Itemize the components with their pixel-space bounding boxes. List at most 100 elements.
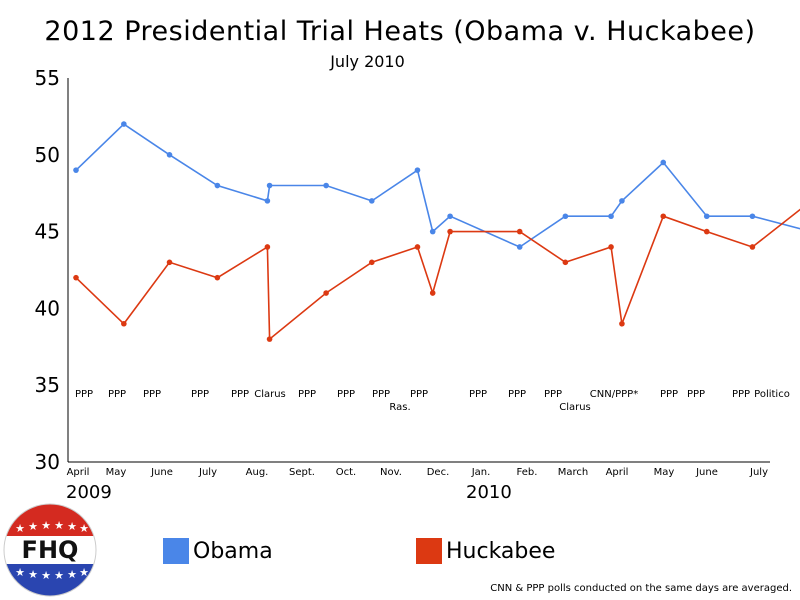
- data-point-huckabee: [166, 259, 173, 266]
- data-point-huckabee: [266, 336, 273, 342]
- svg-text:★: ★: [15, 522, 25, 535]
- x-tick-label: April: [606, 467, 629, 478]
- svg-text:★: ★: [28, 520, 38, 533]
- x-tick-label: Dec.: [427, 467, 450, 478]
- x-tick-label: Nov.: [380, 467, 402, 478]
- x-tick-label: Feb.: [517, 467, 538, 478]
- data-point-obama: [323, 182, 329, 189]
- svg-text:★: ★: [54, 519, 64, 532]
- data-point-obama: [660, 159, 667, 166]
- svg-text:★: ★: [41, 569, 51, 582]
- poll-label: PPP: [231, 389, 249, 400]
- poll-label: PPP: [508, 389, 526, 400]
- y-tick-labels: 30 35 40 45 50 55: [35, 66, 60, 474]
- data-point-obama: [369, 198, 375, 204]
- y-tick-label: 45: [35, 220, 60, 244]
- y-tick-label: 50: [35, 143, 60, 167]
- svg-text:★: ★: [28, 568, 38, 581]
- poll-label: PPP: [732, 389, 750, 400]
- data-point-huckabee: [516, 228, 523, 235]
- data-point-obama: [264, 198, 271, 204]
- x-tick-label: June: [150, 467, 173, 478]
- data-point-obama: [619, 198, 625, 204]
- series-group: [73, 121, 800, 342]
- svg-text:★: ★: [67, 568, 77, 581]
- x-tick-label: Jan.: [471, 467, 491, 478]
- fhq-logo: ★ ★ ★ ★ ★ ★ ★ ★ ★ ★ ★ ★ FHQ: [3, 503, 97, 597]
- svg-text:★: ★: [15, 566, 25, 579]
- data-point-huckabee: [703, 228, 710, 235]
- legend: Obama Huckabee: [0, 538, 800, 568]
- y-tick-label: 35: [35, 373, 60, 397]
- data-point-obama: [516, 244, 523, 250]
- poll-label: Politico: [754, 389, 790, 400]
- x-tick-label: June: [695, 467, 718, 478]
- poll-label: PPP: [143, 389, 161, 400]
- chart-title: 2012 Presidential Trial Heats (Obama v. …: [44, 16, 756, 47]
- legend-item-obama: Obama: [163, 538, 273, 564]
- year-label: 2009: [66, 482, 112, 503]
- x-tick-label: Oct.: [336, 467, 356, 478]
- svg-text:★: ★: [79, 566, 89, 579]
- legend-item-huckabee: Huckabee: [416, 538, 555, 564]
- poll-label: Ras.: [389, 402, 410, 413]
- poll-label: Clarus: [254, 389, 286, 400]
- data-point-huckabee: [121, 320, 127, 327]
- x-tick-label: March: [558, 467, 588, 478]
- poll-label: PPP: [410, 389, 428, 400]
- x-tick-labels: April May June July Aug. Sept. Oct. Nov. Dec. Jan…: [66, 467, 768, 503]
- poll-label: PPP: [191, 389, 209, 400]
- line-chart: 30 35 40 45 50 55 April May June July Aug. Sept. Oc…: [35, 66, 800, 503]
- data-point-huckabee: [619, 320, 625, 327]
- data-point-huckabee: [73, 274, 79, 281]
- poll-label: PPP: [337, 389, 355, 400]
- data-point-obama: [121, 121, 127, 127]
- legend-label-huckabee: Huckabee: [446, 538, 556, 564]
- year-label: 2010: [466, 482, 512, 503]
- poll-label: Clarus: [559, 402, 591, 413]
- data-point-huckabee: [562, 259, 569, 266]
- data-point-obama: [429, 228, 436, 235]
- legend-label-obama: Obama: [193, 538, 273, 564]
- svg-text:★: ★: [54, 569, 64, 582]
- series-line-huckabee: [75, 208, 800, 341]
- svg-text:★: ★: [79, 522, 89, 535]
- legend-swatch-obama: [163, 538, 189, 564]
- poll-label: PPP: [298, 389, 316, 400]
- data-point-obama: [703, 213, 710, 220]
- data-point-huckabee: [660, 213, 667, 220]
- poll-label: PPP: [108, 389, 126, 400]
- x-tick-label: April: [67, 467, 90, 478]
- data-point-obama: [73, 167, 79, 173]
- data-point-obama: [749, 213, 756, 220]
- poll-label: CNN/PPP*: [590, 389, 638, 400]
- logo-text: FHQ: [22, 536, 79, 564]
- poll-label: PPP: [372, 389, 390, 400]
- data-point-huckabee: [414, 244, 421, 250]
- data-point-obama: [166, 152, 173, 158]
- x-tick-label: May: [654, 467, 675, 478]
- x-tick-label: July: [749, 467, 768, 478]
- poll-label: PPP: [687, 389, 705, 400]
- x-tick-label: Sept.: [289, 467, 315, 478]
- data-point-huckabee: [323, 290, 329, 296]
- series-line-obama: [75, 123, 800, 248]
- poll-label: PPP: [544, 389, 562, 400]
- svg-text:★: ★: [41, 519, 51, 532]
- poll-label: PPP: [75, 389, 93, 400]
- y-tick-label: 30: [35, 450, 60, 474]
- data-point-huckabee: [429, 290, 436, 296]
- poll-label: PPP: [469, 389, 487, 400]
- data-point-obama: [414, 167, 421, 173]
- data-point-obama: [562, 213, 569, 220]
- x-tick-label: May: [106, 467, 127, 478]
- x-tick-label: Aug.: [246, 467, 269, 478]
- data-point-huckabee: [369, 259, 375, 266]
- data-point-obama: [266, 182, 273, 189]
- y-tick-label: 40: [35, 296, 60, 320]
- y-tick-label: 55: [35, 66, 60, 90]
- data-point-obama: [214, 182, 221, 189]
- poll-label: PPP: [660, 389, 678, 400]
- data-point-huckabee: [749, 244, 756, 250]
